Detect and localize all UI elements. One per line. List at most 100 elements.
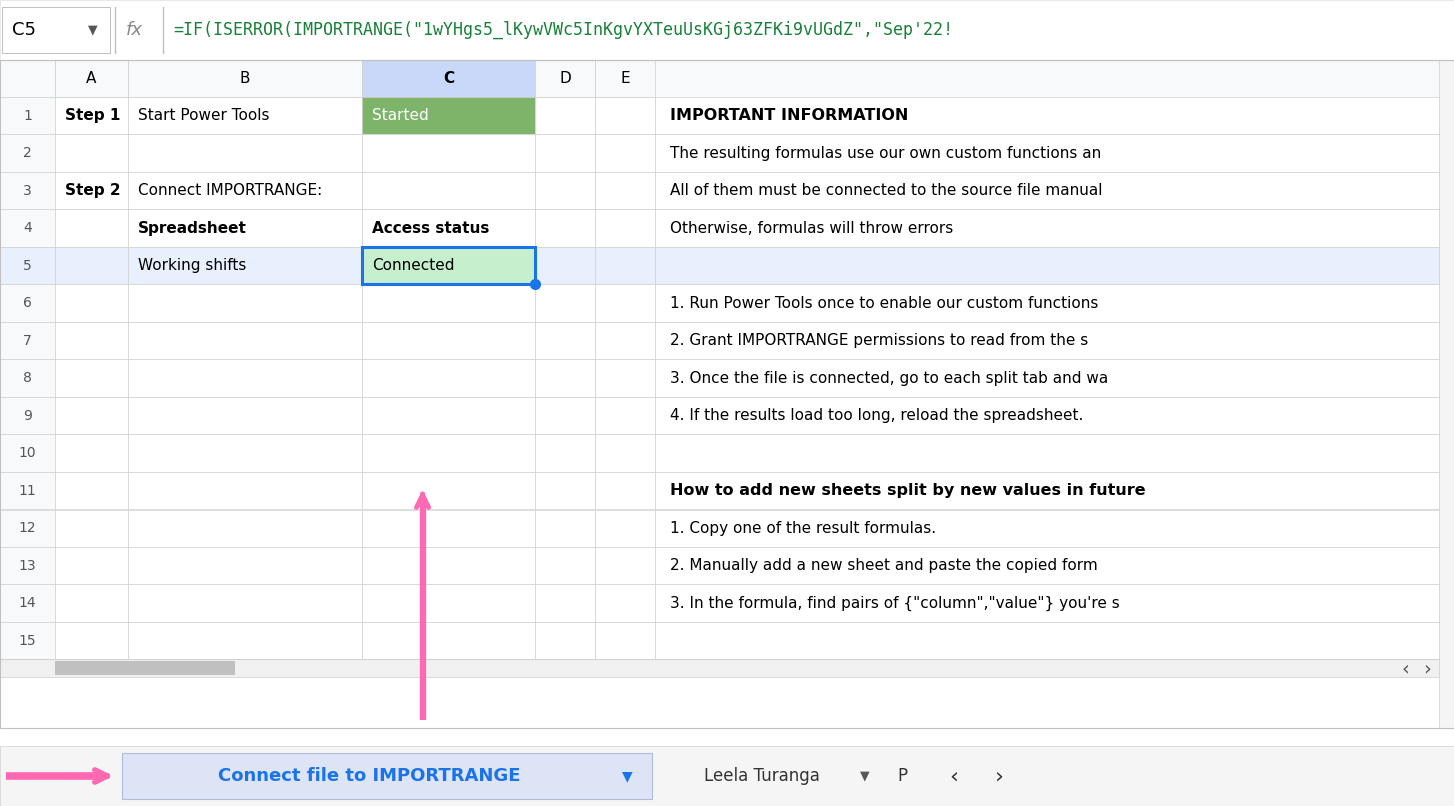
Bar [0,285,1439,322]
Bar [362,547,535,584]
Bar [535,547,595,584]
Bar [0,322,1439,359]
Bar [535,584,595,622]
Bar [654,584,1439,622]
Bar [654,322,1439,359]
Bar [0,659,1439,678]
Bar [362,509,535,547]
Bar [595,472,654,509]
Bar [0,247,55,285]
Bar [362,622,535,659]
Bar [0,472,55,509]
Bar [0,584,55,622]
Text: Connect file to IMPORTRANGE: Connect file to IMPORTRANGE [218,767,521,785]
Bar [0,472,1439,509]
Bar [0,97,55,135]
Bar [128,247,362,285]
Bar [535,472,595,509]
Text: ▼: ▼ [622,769,632,783]
Bar [128,322,362,359]
Text: 13: 13 [19,559,36,573]
Text: ‹: ‹ [949,766,958,786]
Bar [595,322,654,359]
Text: All of them must be connected to the source file manual: All of them must be connected to the sou… [670,183,1102,198]
Bar [595,434,654,472]
Text: 4. If the results load too long, reload the spreadsheet.: 4. If the results load too long, reload … [670,409,1083,423]
Text: The resulting formulas use our own custom functions an: The resulting formulas use our own custo… [670,146,1101,160]
Text: fx: fx [126,21,142,39]
Bar [535,322,595,359]
Bar [535,622,595,659]
Bar [595,397,654,434]
Text: A: A [86,71,96,86]
Bar [0,622,1439,659]
Bar [0,60,1454,728]
Bar [595,509,654,547]
Text: ›: › [995,766,1003,786]
Bar [654,397,1439,434]
Bar [0,622,55,659]
Bar [362,472,535,509]
Bar [535,434,595,472]
Bar [0,135,55,172]
Bar [362,247,535,285]
Bar [362,210,535,247]
Bar [1,7,111,53]
Bar [55,622,128,659]
Bar [595,97,654,135]
Bar [55,60,128,97]
Bar [595,135,654,172]
Text: Leela Turanga: Leela Turanga [704,767,820,785]
Bar [654,135,1439,172]
Bar [654,97,1439,135]
Bar [55,247,128,285]
Bar [595,285,654,322]
Text: 3. Once the file is connected, go to each split tab and wa: 3. Once the file is connected, go to eac… [670,371,1108,386]
Text: How to add new sheets split by new values in future: How to add new sheets split by new value… [670,484,1146,498]
Bar [654,210,1439,247]
Bar [55,547,128,584]
Bar [0,322,55,359]
Text: 3: 3 [23,184,32,197]
Bar [55,472,128,509]
Text: IMPORTANT INFORMATION: IMPORTANT INFORMATION [670,108,909,123]
Text: ›: › [1423,659,1431,678]
Bar [0,509,55,547]
Bar [595,359,654,397]
Bar [595,247,654,285]
Bar [128,210,362,247]
Bar [535,285,595,322]
Bar [0,97,1439,135]
Bar [654,472,1439,509]
Bar [128,509,362,547]
Bar [128,285,362,322]
Bar [128,359,362,397]
Text: ‹: ‹ [1402,659,1409,678]
Text: C: C [443,71,454,86]
Bar [128,60,362,97]
Text: =IF(ISERROR(IMPORTRANGE("1wYHgs5_lKywVWc5InKgvYXTeuUsKGj63ZFKi9vUGdZ","Sep'22!: =IF(ISERROR(IMPORTRANGE("1wYHgs5_lKywVWc… [173,21,952,39]
Text: Spreadsheet: Spreadsheet [138,221,247,235]
Text: 10: 10 [19,447,36,460]
Text: 8: 8 [23,372,32,385]
Bar [0,210,1439,247]
Text: 15: 15 [19,634,36,648]
Bar [0,397,1439,434]
Bar [128,472,362,509]
Text: 2. Grant IMPORTRANGE permissions to read from the s: 2. Grant IMPORTRANGE permissions to read… [670,333,1088,348]
Bar [535,172,595,210]
Text: 11: 11 [19,484,36,498]
Bar [654,547,1439,584]
Bar [535,397,595,434]
Bar [654,434,1439,472]
Bar [55,584,128,622]
Bar [654,359,1439,397]
Bar [0,172,1439,210]
Bar [55,210,128,247]
Bar [595,584,654,622]
Text: 14: 14 [19,596,36,610]
Bar [535,97,595,135]
Bar [55,135,128,172]
Text: Step 1: Step 1 [65,108,121,123]
Bar [535,60,595,97]
